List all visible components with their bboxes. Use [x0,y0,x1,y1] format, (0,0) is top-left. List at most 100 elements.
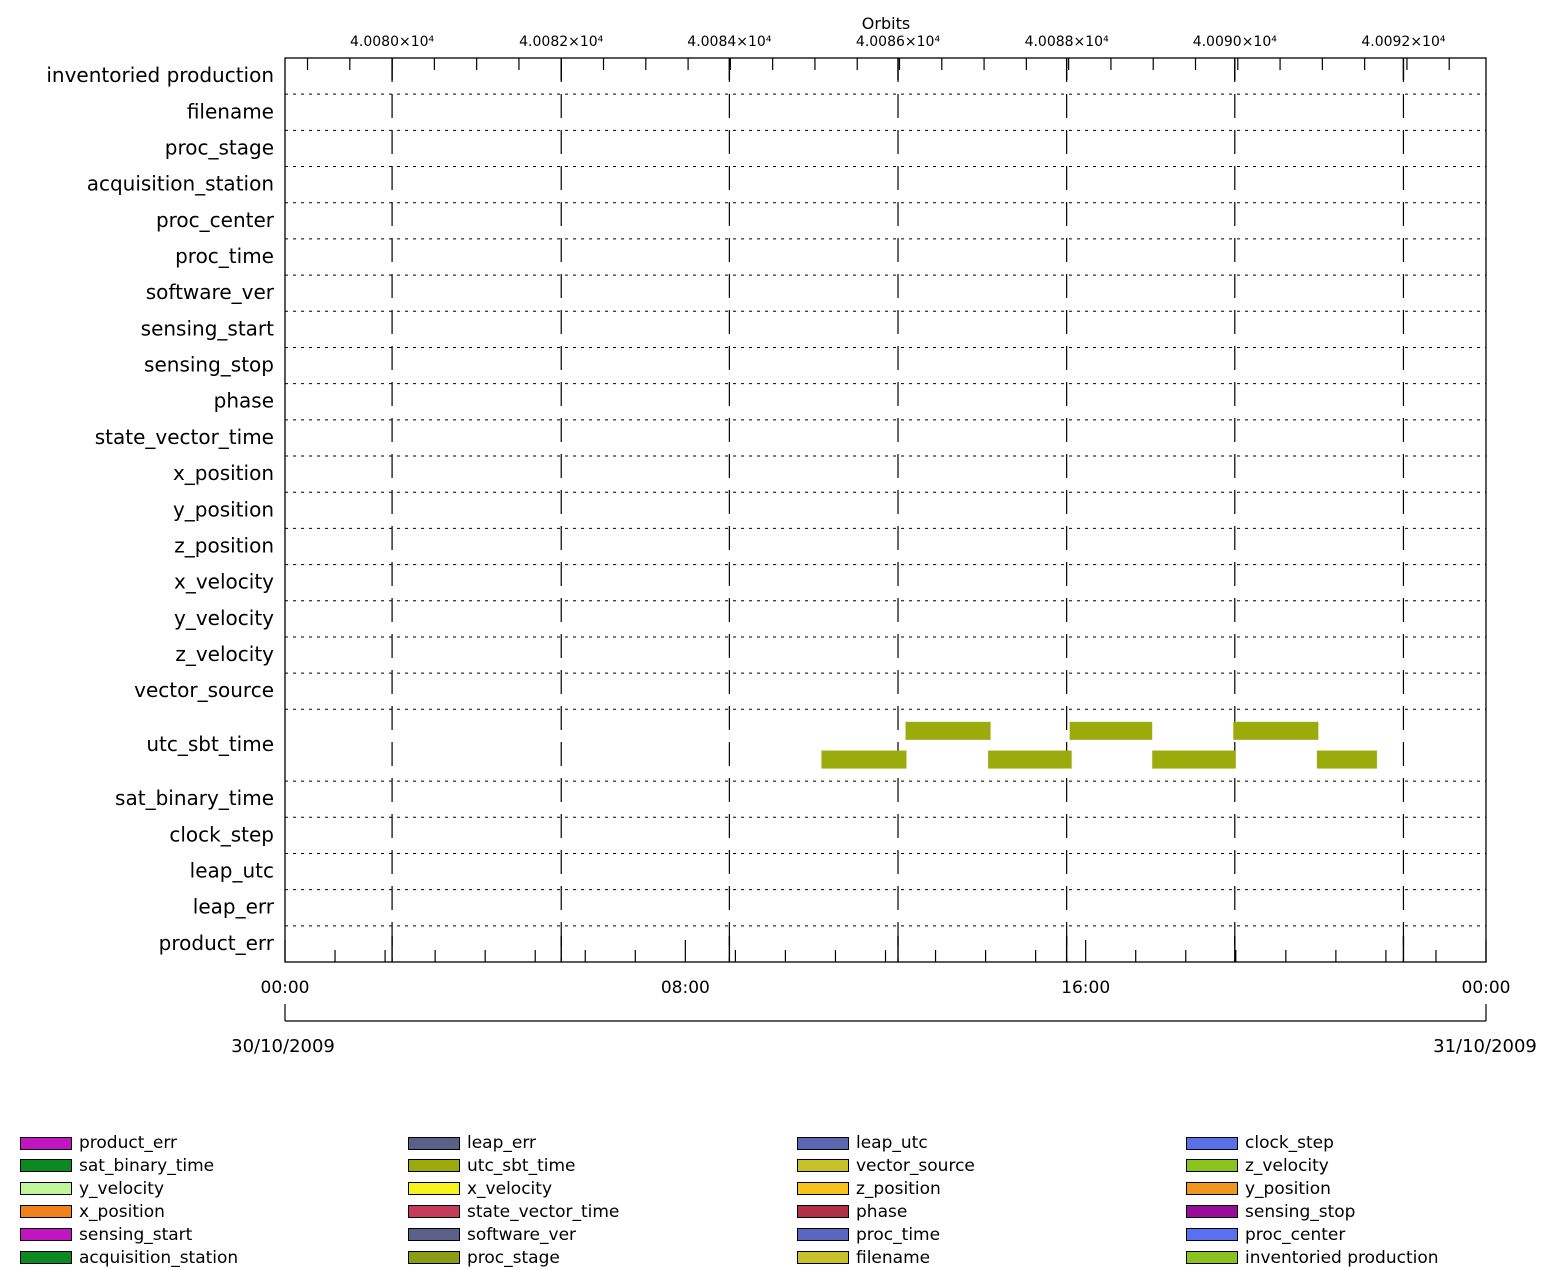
legend-item: x_velocity [408,1178,552,1200]
bottom-tick-label: 00:00 [261,978,310,998]
legend-label: leap_utc [856,1133,928,1153]
legend-swatch [797,1228,849,1242]
legend-swatch [20,1228,72,1242]
row-label: proc_center [156,208,275,232]
bottom-tick-label: 00:00 [1462,978,1511,998]
row-label: filename [187,99,274,123]
legend-item: leap_utc [797,1132,928,1154]
top-tick-label: 4.0088×10⁴ [1025,34,1110,50]
row-label: proc_stage [165,135,274,159]
legend-item: proc_stage [408,1247,560,1269]
legend-swatch [20,1182,72,1196]
legend-swatch [408,1136,460,1150]
legend-swatch [797,1159,849,1173]
row-label: phase [214,389,274,413]
legend-swatch [408,1228,460,1242]
timeline-bar [905,721,991,740]
legend-swatch [408,1205,460,1219]
legend-swatch [1186,1136,1238,1150]
timeline-bar [1152,750,1236,769]
plot-frame [284,57,1487,963]
legend-item: proc_time [797,1224,940,1246]
legend-item: acquisition_station [20,1247,238,1269]
legend-swatch [1186,1159,1238,1173]
timeline-bar [1316,750,1377,769]
legend-swatch [20,1159,72,1173]
legend-item: y_velocity [20,1178,164,1200]
legend-swatch [797,1205,849,1219]
row-label: sensing_start [141,316,274,340]
top-axis-title: Orbits [862,14,910,33]
top-tick-label: 4.0090×10⁴ [1193,34,1278,50]
legend-item: utc_sbt_time [408,1155,576,1177]
legend-swatch [797,1251,849,1264]
legend-label: phase [856,1201,908,1222]
timeline-chart: Orbits inventoried production filename pro… [46,14,1537,1057]
legend-swatch [408,1159,460,1173]
row-label: acquisition_station [87,172,274,196]
top-tick-label: 4.0092×10⁴ [1361,34,1446,50]
row-label: state_vector_time [95,425,274,449]
row-label: x_velocity [174,570,274,594]
legend-label: clock_step [1245,1133,1334,1153]
legend-label: software_ver [467,1224,577,1245]
legend-swatch [408,1251,460,1264]
legend-item: sat_binary_time [20,1155,214,1177]
row-label: z_position [174,533,274,557]
legend-label: acquisition_station [79,1247,239,1268]
bottom-tick-label: 08:00 [661,978,710,998]
row-label: leap_utc [190,859,274,883]
row-labels: inventoried production filename proc_stage… [46,63,274,955]
legend-swatch [408,1182,460,1196]
legend-label: sensing_stop [1245,1201,1356,1222]
legend-label: y_position [1245,1178,1331,1199]
x-start-date-label: 30/10/2009 [231,1036,335,1057]
legend-swatch [1186,1205,1238,1219]
timeline-bar [821,750,907,769]
legend-item: clock_step [1186,1132,1334,1154]
legend-item: proc_center [1186,1224,1345,1246]
row-label: inventoried production [46,63,274,87]
legend-label: inventoried production [1245,1247,1439,1268]
legend-label: proc_center [1245,1224,1346,1245]
row-label: sensing_stop [144,353,274,377]
top-tick-label: 4.0084×10⁴ [687,34,772,50]
row-label: sat_binary_time [115,786,274,810]
top-tick-label: 4.0086×10⁴ [856,34,941,50]
row-label: leap_err [193,895,275,919]
top-tick-labels: 4.0080×10⁴ 4.0082×10⁴ 4.0084×10⁴ 4.0086×10⁴… [350,34,1446,50]
grid-lines [285,58,1486,962]
legend-item: software_ver [408,1224,576,1246]
legend-item: phase [797,1201,907,1223]
legend-label: leap_err [467,1133,537,1153]
legend-item: state_vector_time [408,1201,619,1223]
legend-label: filename [856,1247,931,1268]
row-label: z_velocity [175,642,274,666]
legend-item: sensing_start [20,1224,192,1246]
legend-swatch [797,1182,849,1196]
row-label: clock_step [169,822,274,846]
row-label: y_velocity [174,606,274,630]
legend-label: product_err [79,1133,178,1153]
legend-swatch [1186,1182,1238,1196]
legend-item: x_position [20,1201,165,1223]
row-label: utc_sbt_time [146,732,274,756]
legend-swatch [797,1136,849,1150]
legend-label: x_position [79,1201,165,1222]
legend-label: z_velocity [1245,1155,1329,1176]
legend-label: proc_time [856,1224,941,1245]
legend-item: vector_source [797,1155,975,1177]
legend-swatch [20,1136,72,1150]
row-label: vector_source [134,678,274,702]
legend-item: filename [797,1247,930,1269]
legend-item: y_position [1186,1178,1331,1200]
legend-label: z_position [856,1178,941,1199]
row-label: software_ver [146,280,275,304]
legend-item: sensing_stop [1186,1201,1355,1223]
top-tick-label: 4.0082×10⁴ [519,34,604,50]
timeline-bar [988,750,1072,769]
legend-item: product_err [20,1132,177,1154]
legend-item: z_velocity [1186,1155,1329,1177]
legend-item: leap_err [408,1132,536,1154]
